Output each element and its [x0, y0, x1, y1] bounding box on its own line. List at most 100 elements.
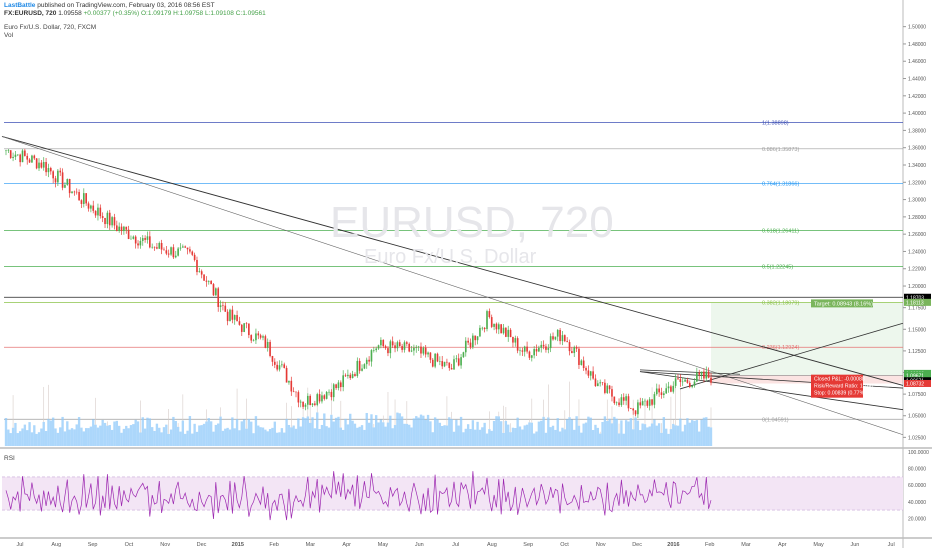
volume-bar — [179, 431, 182, 446]
candle-body — [394, 345, 396, 349]
volume-bar — [207, 418, 210, 446]
candle-body — [302, 401, 304, 407]
volume-bar — [690, 420, 694, 446]
price-change: +0.00377 (+0.35%) — [83, 10, 140, 17]
candle-body — [604, 382, 606, 393]
volume-bar — [615, 418, 618, 446]
candle-body — [106, 212, 109, 225]
volume-bar — [610, 423, 614, 446]
price-badge-label: 1.09671 — [906, 373, 924, 379]
volume-bar — [332, 421, 335, 446]
volume-bar — [84, 428, 88, 446]
candle-body — [679, 379, 682, 383]
candle-body — [535, 349, 538, 352]
fibonacci-retracement[interactable]: 1(1.38898) 0.886(1.35873) 0.764(1.31866) 0.… — [4, 121, 903, 424]
candle-body — [634, 410, 637, 415]
candle-body — [198, 271, 201, 273]
volume-bar — [233, 428, 236, 446]
time-tick-label: Oct — [560, 542, 569, 548]
volume-bar — [247, 418, 251, 446]
volume-bar — [497, 416, 500, 446]
volume-bar — [650, 423, 654, 446]
candle-body — [566, 341, 568, 343]
candle-body — [575, 347, 578, 349]
volume-bar — [37, 432, 41, 446]
volume-bar — [30, 432, 34, 446]
volume-bar — [26, 430, 29, 446]
candle-body — [151, 246, 154, 248]
author-link[interactable]: LastBattle — [4, 2, 36, 9]
volume-bar — [257, 425, 260, 446]
candle-body — [80, 200, 83, 204]
trend-lines[interactable] — [1, 136, 904, 436]
candle-body — [486, 311, 488, 330]
candle-body — [255, 333, 257, 341]
volume-bar — [627, 421, 630, 446]
price-badge — [904, 298, 931, 306]
volume-bar — [325, 426, 328, 446]
volume-bar — [278, 432, 281, 446]
time-tick-label: Aug — [51, 542, 61, 548]
candle-body — [368, 359, 370, 362]
rsi-label: RSI — [4, 455, 15, 462]
candle-body — [156, 247, 158, 249]
candle-body — [644, 400, 646, 402]
volume-bar — [570, 419, 574, 446]
candle-body — [141, 238, 144, 241]
volume-bar — [176, 426, 180, 446]
volume-bar — [14, 422, 17, 446]
volume-bar — [129, 425, 133, 446]
candle-body — [375, 348, 378, 351]
target-zone — [711, 302, 903, 376]
time-tick-label: Jul — [452, 542, 459, 548]
position-labels: Target: 0.08943 (8.16%) Closed P&L: -0.00… — [811, 299, 873, 398]
volume-bar — [481, 427, 484, 446]
volume-bar — [151, 427, 154, 446]
volume-bar — [63, 431, 67, 446]
time-tick-label: Jul — [888, 542, 895, 548]
candle-body — [335, 384, 337, 389]
candle-body — [229, 309, 231, 322]
volume-bar — [641, 423, 644, 446]
candle-body — [330, 391, 333, 398]
volume-bar — [436, 419, 439, 446]
volume-bar — [375, 415, 378, 446]
candle-body — [361, 368, 363, 371]
volume-bar — [516, 417, 519, 446]
candle-body — [186, 247, 189, 250]
candle-body — [347, 374, 349, 377]
volume-bar — [372, 427, 376, 446]
price-tick-label: 1.22000 — [908, 267, 926, 273]
candle-body — [356, 360, 359, 376]
candle-body — [431, 359, 434, 367]
rsi-tick-label: 80.0000 — [908, 467, 926, 473]
price-tick-label: 1.36000 — [908, 146, 926, 152]
candle-body — [236, 315, 238, 322]
candle-body — [406, 342, 408, 344]
candle-body — [120, 226, 123, 232]
candle-body — [174, 255, 177, 258]
volume-bar — [438, 422, 442, 446]
stop-zone — [711, 375, 903, 384]
volume-bar — [441, 425, 444, 446]
volume-bar — [330, 414, 333, 446]
candle-body — [325, 392, 328, 399]
volume-bar — [667, 433, 670, 446]
volume-bar — [507, 424, 510, 446]
candle-body — [73, 191, 76, 193]
candle-body — [292, 391, 295, 393]
volume-bar — [294, 428, 298, 446]
candle-body — [54, 178, 57, 183]
volume-bar — [398, 413, 401, 446]
candle-body — [490, 317, 493, 327]
candle-body — [571, 351, 573, 354]
closed-pnl-label: Closed P&L: -0.00088 — [814, 377, 865, 383]
volume-bar — [158, 427, 161, 446]
volume-bar — [21, 428, 24, 446]
candle-body — [115, 225, 118, 231]
candle-body — [606, 385, 609, 393]
candle-body — [75, 191, 78, 193]
volume-bar — [702, 417, 706, 446]
volume-bar — [193, 423, 196, 446]
